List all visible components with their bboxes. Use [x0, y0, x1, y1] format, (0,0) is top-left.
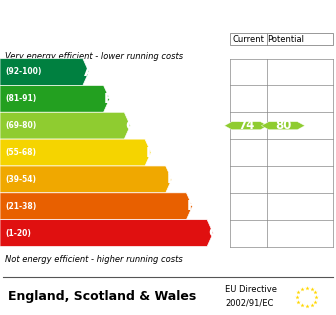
Text: Very energy efficient - lower running costs: Very energy efficient - lower running co… — [5, 52, 183, 60]
Text: Energy Efficiency Rating: Energy Efficiency Rating — [10, 8, 240, 26]
Text: EU Directive: EU Directive — [225, 285, 277, 294]
Polygon shape — [0, 139, 151, 166]
Text: A: A — [84, 65, 94, 79]
Text: Not energy efficient - higher running costs: Not energy efficient - higher running co… — [5, 255, 183, 264]
Text: E: E — [166, 172, 176, 186]
Polygon shape — [0, 85, 110, 112]
Text: (21-38): (21-38) — [5, 202, 36, 211]
Polygon shape — [0, 193, 193, 220]
Text: (39-54): (39-54) — [5, 175, 36, 184]
Text: G: G — [208, 226, 219, 240]
Polygon shape — [0, 112, 130, 139]
Polygon shape — [261, 122, 305, 130]
Text: (1-20): (1-20) — [5, 229, 31, 238]
Polygon shape — [0, 59, 89, 85]
Polygon shape — [0, 166, 172, 193]
Text: (92-100): (92-100) — [5, 67, 41, 77]
Text: C: C — [125, 119, 135, 133]
Polygon shape — [224, 122, 268, 130]
Text: (81-91): (81-91) — [5, 94, 36, 103]
Text: (69-80): (69-80) — [5, 121, 36, 130]
Text: 2002/91/EC: 2002/91/EC — [225, 299, 274, 308]
Text: F: F — [187, 199, 197, 213]
Text: 74: 74 — [238, 119, 254, 132]
Bar — [230, 33, 333, 45]
Text: D: D — [146, 146, 157, 159]
Text: England, Scotland & Wales: England, Scotland & Wales — [8, 289, 197, 303]
Text: B: B — [104, 92, 115, 106]
Text: Potential: Potential — [267, 35, 304, 44]
Text: 80: 80 — [275, 119, 291, 132]
Polygon shape — [0, 220, 213, 247]
Text: Current: Current — [233, 35, 264, 44]
Text: (55-68): (55-68) — [5, 148, 36, 157]
